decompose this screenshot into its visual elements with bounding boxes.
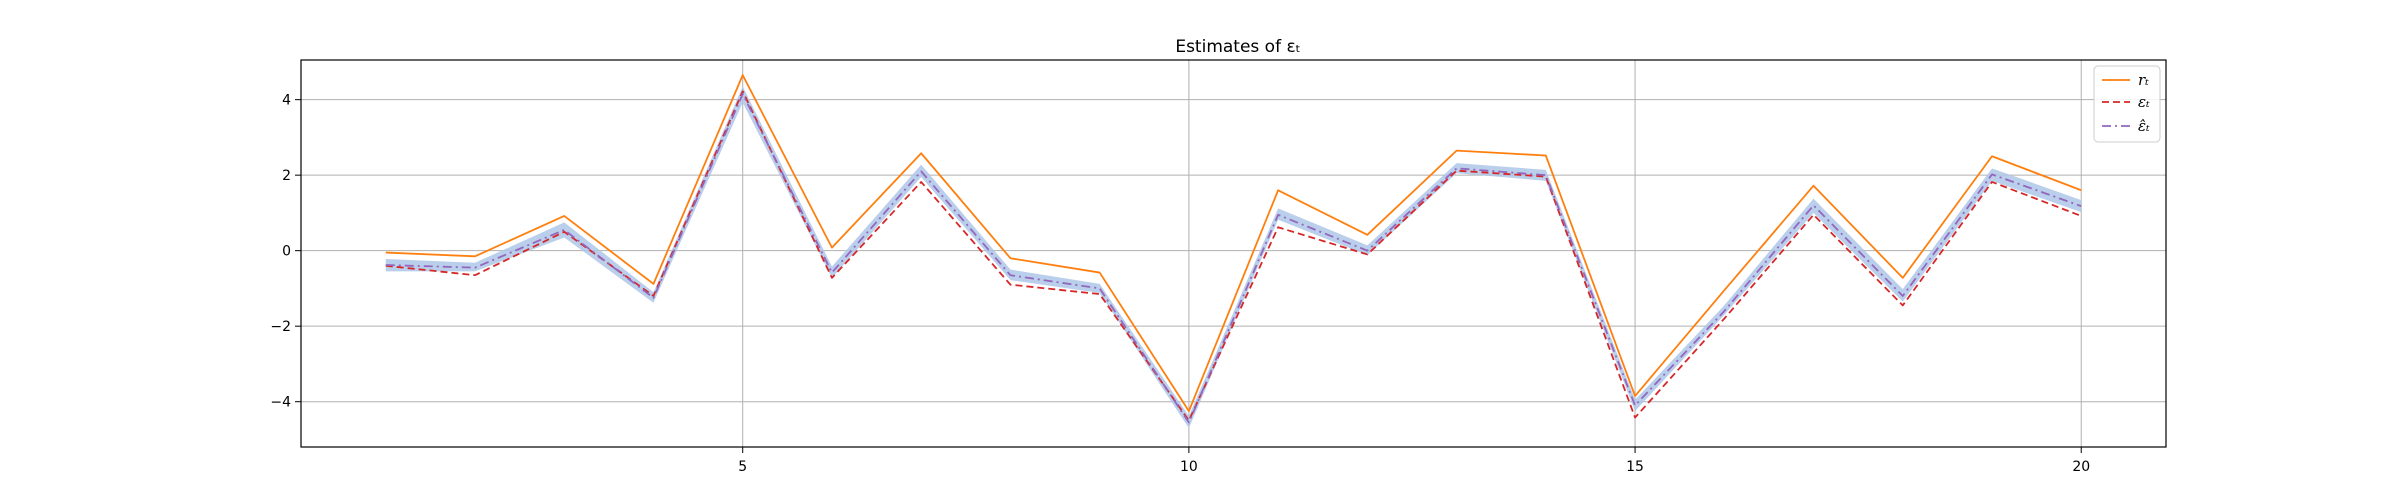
x-axis-ticks: 5 10 15 20 [738,447,2090,475]
grid-lines [301,60,2166,447]
y-tick-label: 2 [282,168,291,184]
y-tick-label: 4 [282,93,291,109]
x-tick-label: 5 [738,459,747,475]
series-lines [385,74,2082,424]
legend: rₜ εₜ ε̂ₜ [2093,65,2161,143]
y-tick-label: 0 [282,244,291,260]
series-line-2 [385,93,2082,424]
confidence-band [385,86,2082,429]
legend-box [2093,65,2161,143]
legend-label-eps: εₜ [2138,93,2150,111]
y-tick-label: −4 [270,395,291,411]
x-tick-label: 15 [1626,459,1644,475]
series-line-1 [385,90,2082,422]
y-axis-ticks: −4 −2 0 2 4 [270,93,301,411]
legend-label-eps-hat: ε̂ₜ [2138,117,2150,135]
x-tick-label: 10 [1180,459,1198,475]
chart-title: Estimates of εₜ [1175,37,1300,57]
x-tick-label: 20 [2072,459,2090,475]
series-line-0 [385,74,2082,413]
plot-frame [300,59,2167,448]
y-tick-label: −2 [270,319,291,335]
legend-label-r: rₜ [2138,71,2149,89]
band-area [385,86,2082,429]
